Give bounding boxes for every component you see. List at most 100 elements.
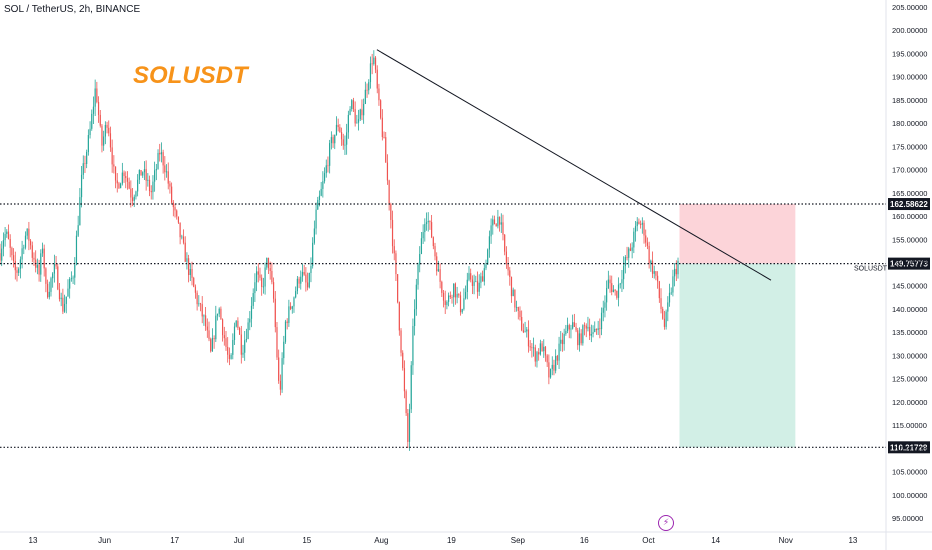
candle-body [244,340,246,353]
candle-body [614,289,616,291]
candle-body [546,355,548,363]
candle-body [261,277,263,287]
candle-body [565,330,567,334]
candle-body [160,152,163,155]
candle-body [245,338,247,341]
price-tick-label: 150.00000 [892,259,927,268]
candle-body [585,325,587,329]
candle-body [7,231,10,239]
candle-body [368,82,370,91]
candle-body [468,273,470,280]
candle-body [210,339,212,352]
candle-body [52,273,54,279]
candle-body [138,170,140,180]
price-tick-label: 135.00000 [892,328,927,337]
candle-body [254,282,256,294]
candle-body [303,271,305,275]
candle-body [84,163,86,165]
candle-body [403,368,406,392]
candle-body [631,247,633,251]
candle-body [354,109,356,124]
candle-body [657,275,659,282]
candle-body [509,270,511,277]
time-tick-label: Oct [642,536,655,545]
candle-body [201,304,203,317]
candle-body [293,297,295,307]
candle-body [125,176,127,179]
candle-body [199,303,202,305]
candle-body [111,147,113,165]
candle-body [206,326,208,331]
candle-body [660,298,662,309]
candle-body [19,259,21,269]
candle-body [318,195,321,201]
candle-body [291,306,293,309]
candle-body [70,278,72,280]
candle-body [422,232,424,239]
price-tick-label: 125.00000 [892,375,927,384]
price-level-tag [888,198,930,211]
candle-body [337,124,339,128]
take-profit-zone [679,263,796,448]
candle-body [388,180,390,205]
candle-body [279,380,281,390]
candle-body [194,286,197,293]
candle-body [589,326,591,336]
candle-body [193,277,195,287]
candle-body [116,180,118,184]
candle-body [140,170,142,176]
candle-body [352,100,355,110]
price-tick-label: 205.00000 [892,3,927,12]
candle-body [104,124,106,137]
price-tick-label: 190.00000 [892,73,927,82]
lightning-icon[interactable]: ⚡ [658,515,674,531]
candle-body [667,302,669,312]
candle-body [500,222,502,225]
candle-body [555,355,557,371]
candle-body [148,179,151,192]
candle-body [502,222,504,235]
candle-body [86,152,88,164]
candle-body [216,313,219,316]
candle-body [208,330,210,340]
candle-body [63,303,66,312]
time-tick-label: Aug [374,536,388,545]
candle-body [12,255,15,261]
price-level-label: 162.58622 [890,200,928,209]
trend-line [376,49,772,281]
time-tick-label: 19 [447,536,456,545]
candle-body [322,181,324,189]
candle-body [536,352,538,362]
candle-body [658,281,660,299]
candle-body [150,191,152,193]
candle-body [334,134,336,144]
candle-body [237,320,239,329]
candle-body [69,279,71,289]
candle-body [461,309,463,313]
candle-body [524,331,526,333]
candle-body [612,289,615,293]
price-level-label: 149.75773 [890,260,928,269]
candle-body [640,224,642,225]
candle-body [526,329,528,332]
candle-body [369,63,372,83]
candle-body [420,238,423,255]
candle-body [553,364,555,371]
candle-body [425,222,428,224]
candle-body [604,302,606,308]
candle-body [121,172,123,184]
candle-body [651,260,654,274]
candle-body [600,312,603,330]
candle-body [272,282,275,299]
candle-body [628,248,630,258]
candle-body [672,276,674,293]
candle-body [655,271,657,276]
candle-body [109,133,112,148]
candle-body [227,346,229,355]
candle-body [529,346,531,348]
candle-body [497,216,499,227]
candle-body [340,132,343,140]
price-tick-label: 155.00000 [892,235,927,244]
candle-body [259,274,261,278]
